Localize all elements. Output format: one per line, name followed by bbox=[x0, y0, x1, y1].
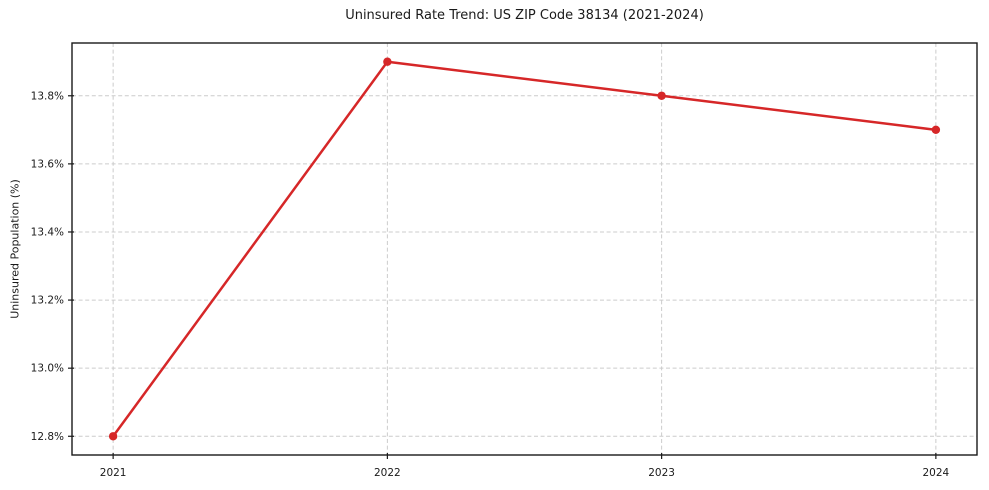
data-point-2022 bbox=[383, 57, 392, 66]
y-tick-label: 13.0% bbox=[31, 363, 64, 375]
data-point-2023 bbox=[657, 91, 666, 100]
y-tick-label: 13.6% bbox=[31, 158, 64, 170]
x-tick-label: 2023 bbox=[648, 467, 675, 479]
trend-line bbox=[111, 60, 938, 438]
data-point-2021 bbox=[108, 432, 118, 441]
y-axis-label: Uninsured Population (%) bbox=[8, 179, 22, 319]
x-tick-label: 2021 bbox=[100, 467, 127, 479]
chart-title: Uninsured Rate Trend: US ZIP Code 38134 … bbox=[345, 8, 704, 23]
data-point-2024 bbox=[931, 125, 941, 135]
y-tick-label: 12.8% bbox=[31, 431, 64, 443]
x-tick-label: 2024 bbox=[922, 467, 949, 479]
x-tick-label: 2022 bbox=[374, 467, 401, 479]
y-tick-label: 13.4% bbox=[31, 226, 64, 238]
axes-spines bbox=[71, 42, 978, 456]
y-tick-label: 13.2% bbox=[31, 295, 64, 307]
y-tick-label: 13.8% bbox=[31, 90, 64, 102]
